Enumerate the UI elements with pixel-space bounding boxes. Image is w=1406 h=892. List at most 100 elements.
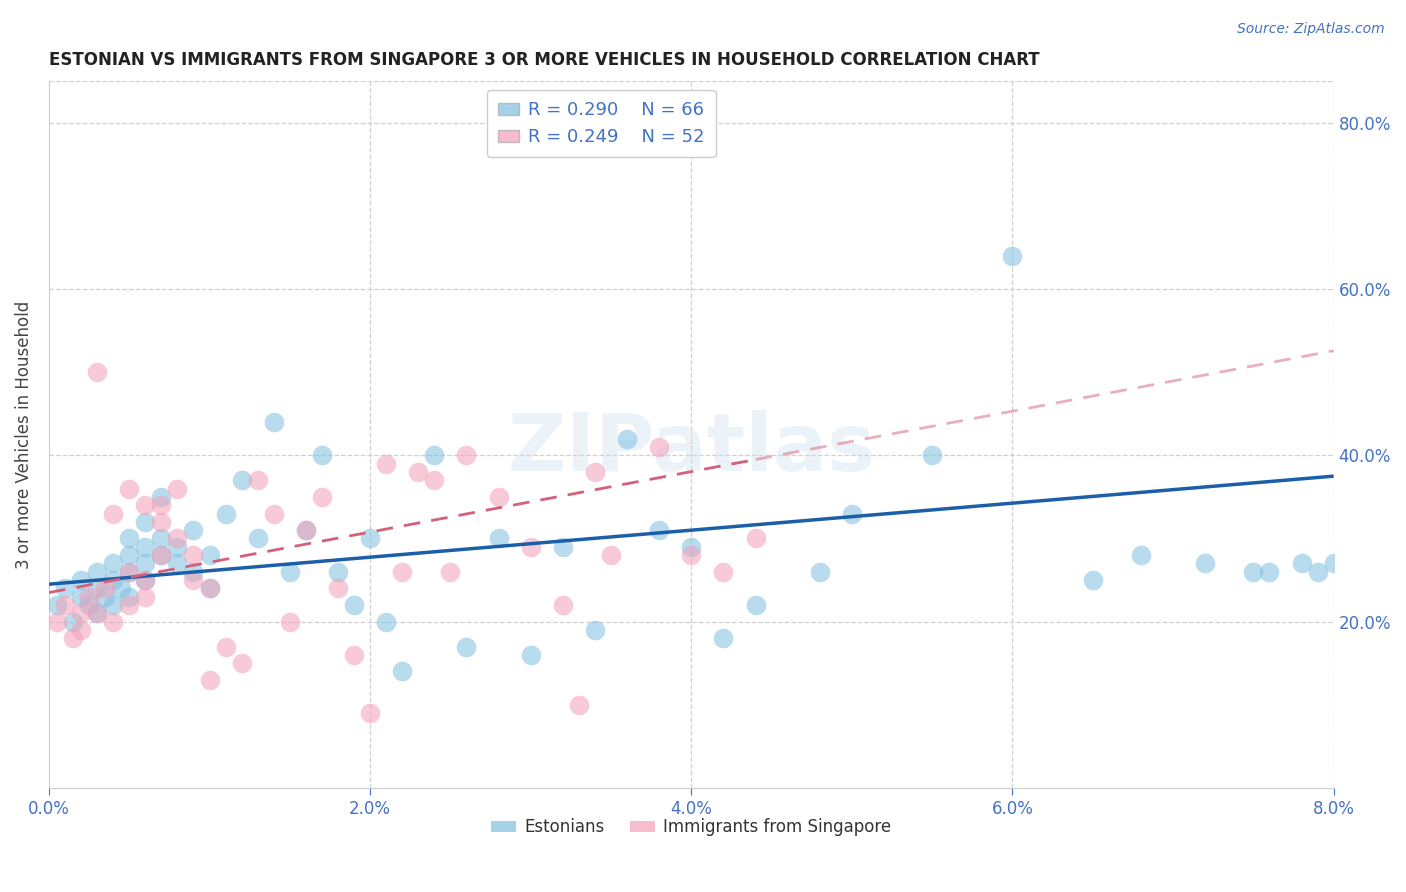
Point: [295, 523, 318, 537]
Point: [62, 615, 84, 629]
Point: [841, 507, 863, 521]
Point: [183, 523, 205, 537]
Point: [1241, 565, 1264, 579]
Point: [246, 473, 269, 487]
Point: [375, 457, 398, 471]
Point: [713, 565, 735, 579]
Point: [214, 507, 236, 521]
Point: [118, 565, 141, 579]
Point: [713, 632, 735, 646]
Point: [600, 548, 623, 562]
Point: [423, 473, 446, 487]
Point: [278, 615, 301, 629]
Point: [263, 415, 285, 429]
Point: [134, 573, 156, 587]
Point: [134, 540, 156, 554]
Point: [166, 540, 188, 554]
Point: [311, 449, 333, 463]
Point: [53, 582, 76, 596]
Point: [519, 648, 541, 662]
Point: [198, 582, 221, 596]
Point: [263, 507, 285, 521]
Point: [118, 590, 141, 604]
Point: [198, 582, 221, 596]
Point: [166, 482, 188, 496]
Point: [86, 565, 108, 579]
Point: [744, 598, 766, 612]
Point: [246, 532, 269, 546]
Point: [744, 532, 766, 546]
Point: [103, 557, 125, 571]
Point: [103, 507, 125, 521]
Point: [94, 582, 117, 596]
Point: [118, 565, 141, 579]
Legend: Estonians, Immigrants from Singapore: Estonians, Immigrants from Singapore: [485, 812, 898, 843]
Point: [1129, 548, 1152, 562]
Point: [343, 598, 366, 612]
Point: [150, 532, 173, 546]
Point: [86, 607, 108, 621]
Point: [166, 532, 188, 546]
Point: [103, 615, 125, 629]
Point: [183, 573, 205, 587]
Point: [231, 473, 253, 487]
Point: [198, 548, 221, 562]
Point: [94, 590, 117, 604]
Point: [519, 540, 541, 554]
Point: [118, 532, 141, 546]
Point: [439, 565, 461, 579]
Point: [1081, 573, 1104, 587]
Point: [198, 673, 221, 687]
Point: [456, 449, 478, 463]
Point: [134, 557, 156, 571]
Point: [326, 582, 349, 596]
Point: [359, 532, 381, 546]
Point: [70, 590, 93, 604]
Point: [616, 432, 638, 446]
Point: [166, 557, 188, 571]
Point: [921, 449, 943, 463]
Point: [583, 465, 606, 479]
Point: [150, 498, 173, 512]
Point: [150, 548, 173, 562]
Text: ESTONIAN VS IMMIGRANTS FROM SINGAPORE 3 OR MORE VEHICLES IN HOUSEHOLD CORRELATIO: ESTONIAN VS IMMIGRANTS FROM SINGAPORE 3 …: [49, 51, 1039, 69]
Point: [77, 590, 100, 604]
Point: [1258, 565, 1281, 579]
Point: [231, 656, 253, 670]
Point: [295, 523, 318, 537]
Point: [359, 706, 381, 720]
Point: [183, 565, 205, 579]
Point: [46, 598, 69, 612]
Point: [1291, 557, 1313, 571]
Point: [86, 365, 108, 379]
Point: [46, 615, 69, 629]
Point: [648, 523, 671, 537]
Point: [456, 640, 478, 654]
Point: [134, 573, 156, 587]
Point: [681, 540, 703, 554]
Point: [311, 490, 333, 504]
Point: [110, 582, 132, 596]
Point: [150, 515, 173, 529]
Point: [118, 482, 141, 496]
Point: [1194, 557, 1216, 571]
Point: [681, 548, 703, 562]
Text: Source: ZipAtlas.com: Source: ZipAtlas.com: [1237, 22, 1385, 37]
Point: [408, 465, 430, 479]
Point: [150, 490, 173, 504]
Point: [118, 548, 141, 562]
Point: [278, 565, 301, 579]
Point: [568, 698, 591, 712]
Point: [648, 440, 671, 454]
Point: [77, 598, 100, 612]
Y-axis label: 3 or more Vehicles in Household: 3 or more Vehicles in Household: [15, 301, 32, 569]
Point: [183, 548, 205, 562]
Point: [423, 449, 446, 463]
Point: [1306, 565, 1329, 579]
Point: [214, 640, 236, 654]
Point: [488, 532, 510, 546]
Point: [134, 590, 156, 604]
Point: [326, 565, 349, 579]
Point: [1323, 557, 1346, 571]
Point: [391, 665, 413, 679]
